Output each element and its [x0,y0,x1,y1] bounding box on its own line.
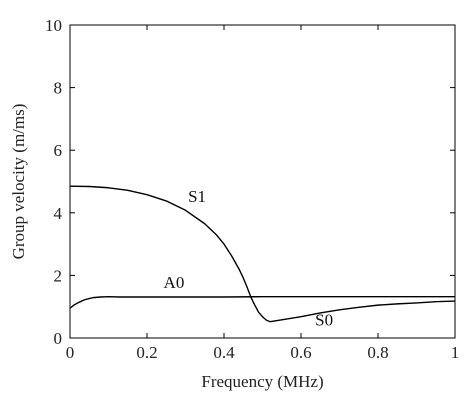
plot-frame [69,24,456,339]
x-tick-label-0-4: 0.4 [213,343,235,362]
curve-label-s1: S1 [188,187,206,206]
y-tick-label-0: 0 [54,329,63,348]
x-axis-label: Frequency (MHz) [201,372,323,391]
x-tick-label-0-2: 0.2 [136,343,157,362]
x-tick-label-0-8: 0.8 [367,343,388,362]
y-tick-label-10: 10 [45,16,62,35]
dispersion-curves [69,185,456,323]
x-axis-ticks: 0 0.2 0.4 0.6 0.8 1 [66,25,460,362]
y-axis-ticks: 0 2 4 6 8 10 [45,16,455,348]
x-tick-label-0-6: 0.6 [290,343,311,362]
y-tick-label-4: 4 [54,204,63,223]
series-line-s0 [270,300,456,323]
y-tick-label-8: 8 [54,79,63,98]
series-line-s1 [69,185,271,323]
x-tick-label-1: 1 [451,343,460,362]
y-tick-label-6: 6 [54,141,63,160]
x-tick-label-0: 0 [66,343,75,362]
y-tick-label-2: 2 [54,266,63,285]
y-axis-label: Group velocity (m/ms) [9,104,28,260]
curve-label-a0: A0 [164,273,185,292]
curve-label-s0: S0 [315,310,333,329]
curve-annotations: S1 A0 S0 [164,187,334,330]
series-line-a0 [69,295,455,309]
